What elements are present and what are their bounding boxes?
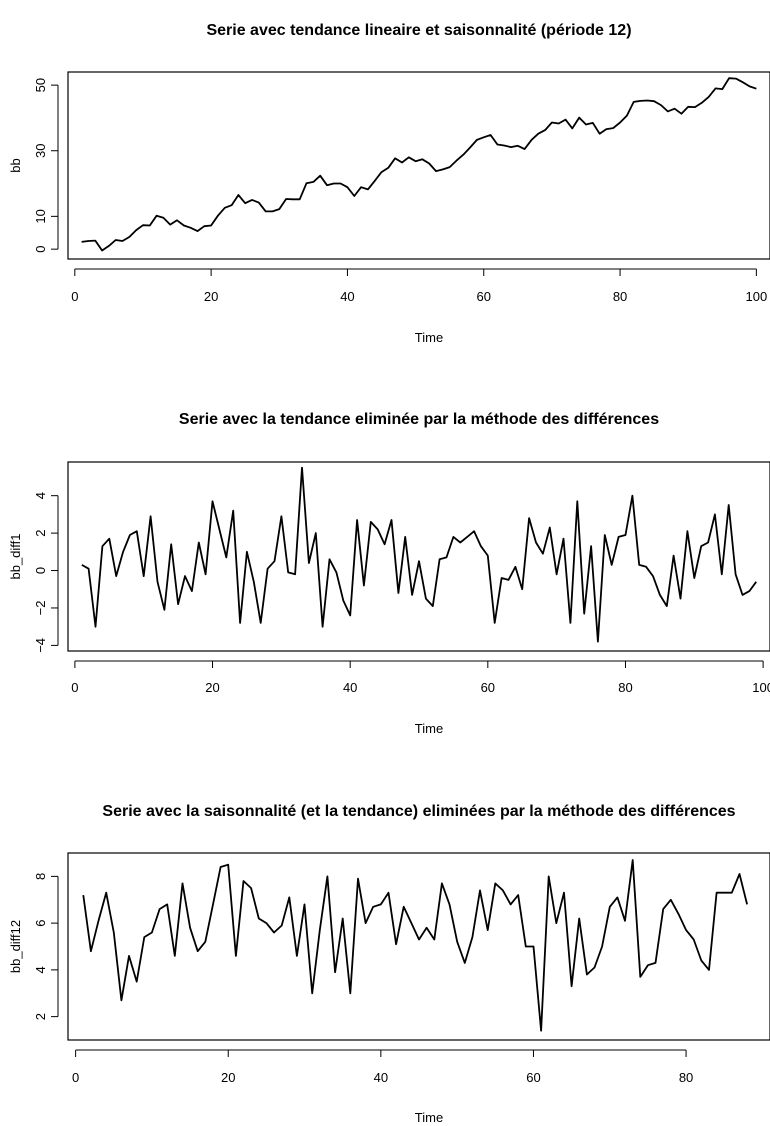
y-tick-label: −4 [33,638,48,653]
plot-frame [67,71,770,260]
y-axis-label: bb_diff12 [8,920,23,973]
x-tick-label: 20 [205,680,219,695]
x-axis-label: Time [415,330,443,345]
chart-panel-3: Serie avec la saisonnalité (et la tendan… [8,803,770,1125]
y-tick-label: 0 [33,246,48,253]
y-tick-label: 4 [33,966,48,973]
x-tick-label: 40 [374,1070,388,1085]
x-axis-label: Time [415,721,443,736]
x-tick-label: 0 [72,1070,79,1085]
chart-panel-1: Serie avec tendance lineaire et saisonna… [8,22,770,345]
x-tick-label: 40 [343,680,357,695]
x-tick-label: 80 [618,680,632,695]
x-tick-label: 0 [71,289,78,304]
x-axis: 0 20 40 60 80 100 [71,268,768,304]
series-line [82,859,748,1032]
x-tick-label: 20 [221,1070,235,1085]
y-tick-label: 4 [33,492,48,499]
y-tick-label: 8 [33,873,48,880]
x-tick-label: 100 [746,289,768,304]
chart-title: Serie avec la saisonnalité (et la tendan… [102,803,735,820]
x-tick-label: 40 [340,289,354,304]
chart-panel-2: Serie avec la tendance eliminée par la m… [8,411,770,736]
y-tick-label: 50 [33,78,48,92]
y-tick-label: 30 [33,144,48,158]
y-axis: 2 4 6 8 [33,873,59,1020]
x-axis-label: Time [415,1110,443,1125]
chart-title: Serie avec tendance lineaire et saisonna… [206,22,631,39]
y-axis: 0 10 30 50 [33,78,59,253]
x-tick-label: 100 [752,680,770,695]
y-tick-label: 2 [33,1013,48,1020]
series-line [81,466,757,643]
y-axis-label: bb_diff1 [8,533,23,579]
plot-frame [67,461,770,652]
plot-frame [67,852,770,1041]
x-axis: 0 20 40 60 80 100 [71,660,770,695]
x-tick-label: 60 [526,1070,540,1085]
series-line [81,77,757,252]
x-tick-label: 60 [477,289,491,304]
chart-title: Serie avec la tendance eliminée par la m… [179,411,659,428]
y-tick-label: −2 [33,601,48,616]
x-tick-label: 60 [481,680,495,695]
x-axis: 0 20 40 60 80 [72,1049,693,1085]
x-tick-label: 20 [204,289,218,304]
x-tick-label: 80 [679,1070,693,1085]
x-tick-label: 80 [613,289,627,304]
y-tick-label: 10 [33,209,48,223]
y-tick-label: 6 [33,920,48,927]
y-tick-label: 0 [33,567,48,574]
y-tick-label: 2 [33,529,48,536]
y-axis: −4 −2 0 2 4 [33,492,59,653]
x-tick-label: 0 [71,680,78,695]
y-axis-label: bb [8,158,23,172]
